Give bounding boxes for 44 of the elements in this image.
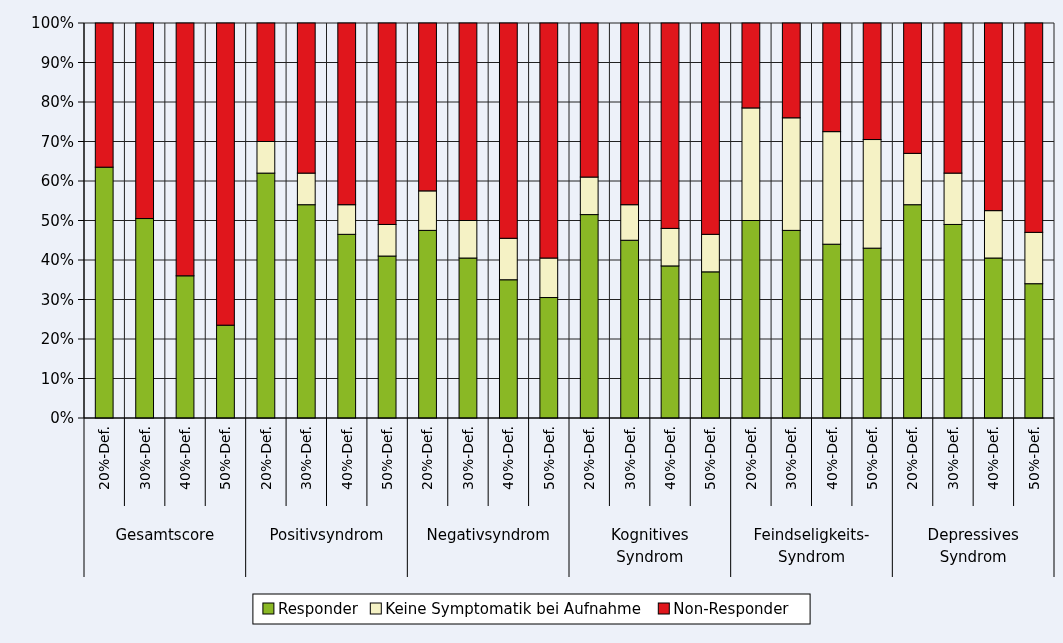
x-tick-label: 20%-Def.	[96, 426, 113, 490]
y-tick-label: 70%	[40, 132, 74, 151]
legend-label: Responder	[277, 600, 359, 619]
text: Negativsyndrom	[426, 526, 550, 544]
y-tick-label: 0%	[50, 409, 74, 428]
legend-label: Keine Symptomatik bei Aufnahme	[385, 600, 641, 619]
x-tick-label: 50%-Def.	[702, 426, 719, 490]
x-tick-label: 20%-Def.	[257, 426, 274, 490]
y-tick-label: 80%	[40, 93, 74, 112]
y-tick-label: 10%	[40, 369, 74, 388]
x-tick-label: 50%-Def.	[1025, 426, 1042, 490]
x-tick-label: 30%-Def.	[459, 426, 476, 490]
x-tick-label: 30%-Def.	[783, 426, 800, 490]
text: Positivsyndrom	[269, 526, 384, 544]
y-tick-label: 30%	[40, 290, 74, 309]
x-tick-label: 50%-Def.	[540, 426, 557, 490]
x-tick-label: 30%-Def.	[298, 426, 315, 490]
y-tick-label: 90%	[40, 53, 74, 72]
x-tick-label: 40%-Def.	[176, 426, 193, 490]
x-tick-label: 20%-Def.	[419, 426, 436, 490]
x-tick-label: 50%-Def.	[217, 426, 234, 490]
x-tick-label: 20%-Def.	[581, 426, 598, 490]
x-tick-label: 40%-Def.	[823, 426, 840, 490]
y-tick-label: 50%	[40, 211, 74, 230]
y-tick-label: 20%	[40, 330, 74, 349]
x-tick-label: 20%-Def.	[904, 426, 921, 490]
text: Kognitives Syndrom	[611, 526, 689, 566]
x-tick-label: 40%-Def.	[500, 426, 517, 490]
x-tick-label: 40%-Def.	[661, 426, 678, 490]
x-tick-label: 30%-Def.	[944, 426, 961, 490]
x-tick-label: 50%-Def.	[379, 426, 396, 490]
text: Feindseligkeits-Syndrom	[753, 526, 870, 566]
legend-label: Non-Responder	[673, 600, 790, 619]
x-tick-label: 40%-Def.	[338, 426, 355, 490]
x-tick-label: 30%-Def.	[136, 426, 153, 490]
y-tick-label: 40%	[40, 251, 74, 270]
y-tick-label: 60%	[40, 172, 74, 191]
text: Gesamtscore	[115, 526, 215, 544]
x-tick-label: 50%-Def.	[864, 426, 881, 490]
x-tick-label: 30%-Def.	[621, 426, 638, 490]
x-tick-label: 20%-Def.	[742, 426, 759, 490]
x-tick-label: 40%-Def.	[985, 426, 1002, 490]
text: Depressives Syndrom	[927, 526, 1019, 566]
y-tick-label: 100%	[31, 14, 74, 33]
